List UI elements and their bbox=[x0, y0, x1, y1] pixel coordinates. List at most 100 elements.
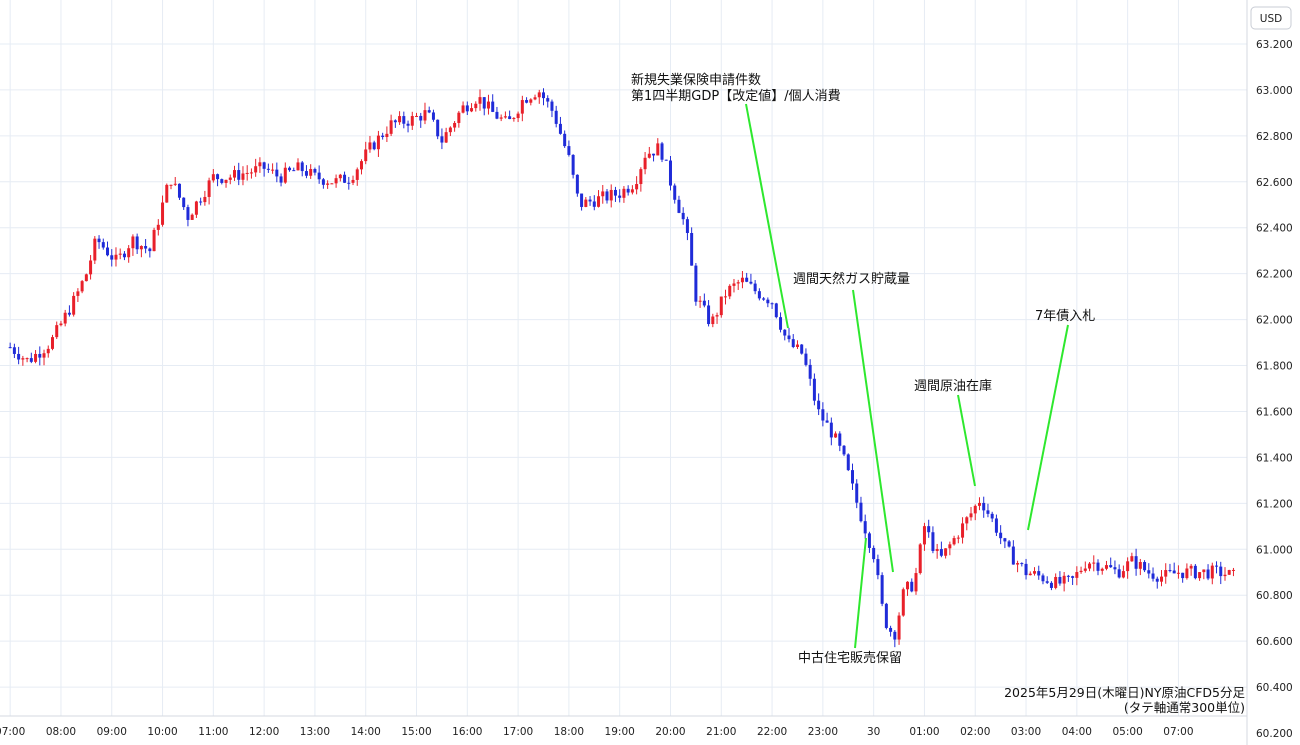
candle-down bbox=[804, 353, 808, 365]
candle-down bbox=[177, 183, 181, 198]
candle-down bbox=[791, 339, 795, 347]
x-tick-label: 15:00 bbox=[401, 726, 431, 738]
candle-up bbox=[944, 548, 948, 556]
candle-up bbox=[1202, 569, 1206, 573]
candle-down bbox=[994, 518, 998, 533]
candle-up bbox=[529, 99, 533, 103]
candle-up bbox=[165, 184, 169, 203]
candle-up bbox=[368, 142, 372, 150]
candle-up bbox=[1121, 571, 1125, 578]
x-tick-label: 11:00 bbox=[198, 726, 228, 738]
candle-down bbox=[1011, 546, 1015, 565]
candle-down bbox=[186, 207, 190, 220]
candle-up bbox=[258, 162, 262, 167]
candle-down bbox=[144, 246, 148, 249]
candle-up bbox=[25, 358, 29, 360]
candle-down bbox=[17, 353, 21, 360]
candle-down bbox=[541, 92, 545, 99]
candle-down bbox=[427, 110, 431, 113]
candle-down bbox=[707, 305, 711, 325]
candle-up bbox=[389, 120, 393, 134]
candle-up bbox=[72, 295, 76, 315]
candle-down bbox=[821, 409, 825, 421]
candle-down bbox=[990, 513, 994, 519]
candle-up bbox=[309, 169, 313, 176]
x-tick-label: 19:00 bbox=[605, 726, 635, 738]
candle-up bbox=[21, 358, 25, 360]
candle-down bbox=[372, 142, 376, 150]
candle-down bbox=[986, 510, 990, 514]
candle-up bbox=[1164, 570, 1168, 577]
candle-up bbox=[283, 167, 287, 183]
candle-up bbox=[639, 169, 643, 185]
candle-down bbox=[846, 454, 850, 471]
candle-up bbox=[254, 166, 258, 173]
candle-down bbox=[626, 188, 630, 193]
candle-down bbox=[12, 347, 16, 354]
candle-up bbox=[211, 174, 215, 181]
candle-down bbox=[406, 123, 410, 126]
x-tick-label: 14:00 bbox=[351, 726, 381, 738]
y-tick-label: 61.000 bbox=[1256, 544, 1293, 556]
candle-up bbox=[516, 113, 520, 119]
candle-up bbox=[326, 183, 330, 185]
x-tick-label: 13:00 bbox=[300, 726, 330, 738]
candle-up bbox=[1075, 572, 1079, 578]
candle-down bbox=[1058, 576, 1062, 584]
candle-up bbox=[597, 196, 601, 207]
candle-down bbox=[838, 433, 842, 446]
annotation-pending-home-sales: 中古住宅販売保留 bbox=[798, 650, 902, 666]
candle-up bbox=[190, 214, 194, 220]
candle-up bbox=[630, 189, 634, 193]
candle-down bbox=[1041, 575, 1045, 582]
candle-up bbox=[499, 117, 503, 119]
candle-down bbox=[681, 212, 685, 220]
candle-up bbox=[46, 348, 50, 354]
candle-down bbox=[592, 201, 596, 207]
candle-up bbox=[965, 517, 969, 524]
candle-up bbox=[728, 285, 732, 297]
candle-up bbox=[1088, 563, 1092, 569]
candle-up bbox=[486, 101, 490, 109]
y-tick-label: 61.200 bbox=[1256, 498, 1293, 510]
candle-down bbox=[216, 174, 220, 180]
candle-down bbox=[402, 116, 406, 124]
candle-down bbox=[931, 532, 935, 551]
x-tick-label: 01:00 bbox=[909, 726, 939, 738]
candle-up bbox=[249, 172, 253, 174]
candle-down bbox=[652, 153, 656, 156]
y-tick-label: 61.800 bbox=[1256, 361, 1293, 373]
candle-up bbox=[127, 248, 131, 258]
candle-up bbox=[1189, 565, 1193, 569]
chart-caption: 2025年5月29日(木曜日)NY原油CFD5分足 bbox=[1004, 685, 1245, 700]
candle-down bbox=[1147, 570, 1151, 574]
y-tick-label: 60.800 bbox=[1256, 590, 1293, 602]
chart-caption-note: (タテ軸通常300単位) bbox=[1124, 700, 1245, 715]
candle-down bbox=[766, 299, 770, 304]
candle-down bbox=[110, 255, 114, 260]
candle-up bbox=[1231, 569, 1235, 571]
candle-up bbox=[740, 277, 744, 283]
candle-down bbox=[783, 329, 787, 336]
candle-down bbox=[567, 146, 571, 155]
annotation-natgas: 週間天然ガス貯蔵量 bbox=[793, 271, 910, 287]
annotation-7y-auction: 7年債入札 bbox=[1035, 309, 1095, 324]
candle-down bbox=[893, 631, 897, 640]
candle-down bbox=[304, 171, 308, 176]
candle-down bbox=[275, 169, 279, 177]
candle-up bbox=[118, 253, 122, 255]
candle-down bbox=[122, 253, 126, 258]
candle-up bbox=[795, 344, 799, 347]
currency-button[interactable] bbox=[1250, 6, 1292, 30]
candle-up bbox=[1159, 576, 1163, 582]
x-tick-label: 12:00 bbox=[249, 726, 279, 738]
x-tick-label: 02:00 bbox=[960, 726, 990, 738]
candle-down bbox=[347, 182, 351, 184]
candle-up bbox=[1126, 561, 1130, 572]
candle-down bbox=[884, 603, 888, 628]
candle-up bbox=[622, 188, 626, 198]
candle-down bbox=[465, 105, 469, 112]
candle-down bbox=[38, 353, 42, 358]
candle-up bbox=[698, 300, 702, 302]
candle-up bbox=[1198, 572, 1202, 579]
